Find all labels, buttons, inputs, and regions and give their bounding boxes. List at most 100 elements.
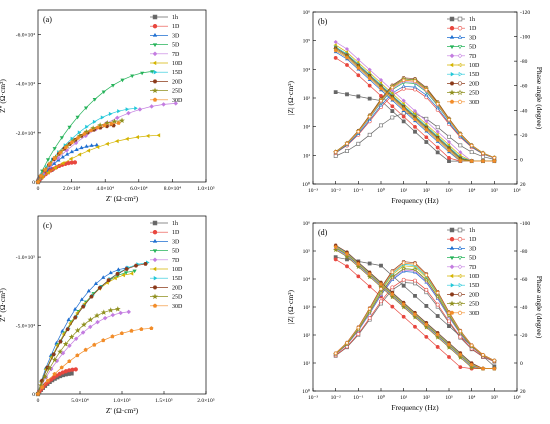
phase-point bbox=[413, 84, 417, 89]
y-tick-label: 10⁴ bbox=[303, 67, 311, 73]
legend-label-25d: 25D bbox=[172, 295, 183, 301]
data-point bbox=[51, 356, 58, 363]
legend-label-5d: 5D bbox=[469, 45, 477, 51]
legend-marker bbox=[449, 245, 455, 250]
y2-tick-label: -80 bbox=[520, 59, 528, 65]
phase-point bbox=[390, 285, 395, 290]
phase-point bbox=[481, 352, 485, 357]
y2-tick-label: -100 bbox=[520, 221, 530, 227]
data-point bbox=[45, 378, 51, 383]
data-point bbox=[89, 143, 94, 147]
impedance-point bbox=[367, 83, 372, 88]
legend-label-3d: 3D bbox=[172, 239, 180, 245]
data-point bbox=[134, 106, 138, 111]
data-point bbox=[101, 90, 106, 95]
phase-point bbox=[356, 331, 361, 336]
data-point bbox=[95, 144, 100, 150]
impedance-point bbox=[345, 264, 349, 269]
impedance-point bbox=[333, 90, 338, 95]
data-point bbox=[66, 317, 71, 322]
phase-point bbox=[447, 117, 451, 122]
phase-point bbox=[345, 149, 349, 153]
legend-marker-hollow bbox=[457, 81, 463, 86]
data-point bbox=[126, 309, 131, 315]
x-tick-label: 10⁴ bbox=[468, 188, 476, 194]
impedance-point bbox=[356, 57, 361, 62]
impedance-point bbox=[412, 108, 418, 113]
legend-label-30d: 30D bbox=[172, 304, 183, 310]
series-line-3d bbox=[37, 267, 127, 395]
y2-tick-label: -40 bbox=[520, 305, 528, 311]
legend-marker bbox=[153, 70, 158, 75]
phase-point bbox=[390, 270, 395, 274]
impedance-point bbox=[447, 155, 451, 160]
impedance-point bbox=[435, 334, 441, 340]
impedance-point bbox=[333, 48, 338, 53]
plot-frame bbox=[312, 222, 518, 392]
legend-label-25d: 25D bbox=[172, 89, 183, 95]
impedance-point bbox=[413, 117, 417, 122]
phase-point bbox=[367, 306, 372, 311]
data-point bbox=[40, 385, 45, 390]
impedance-point bbox=[458, 158, 463, 163]
impedance-point bbox=[356, 261, 361, 266]
y-tick-label: 10² bbox=[303, 125, 311, 131]
impedance-point bbox=[412, 314, 418, 320]
y-tick-label: 10² bbox=[303, 333, 311, 339]
legend-marker-hollow bbox=[457, 99, 463, 104]
x-tick-label: 10⁻³ bbox=[308, 188, 318, 194]
y-axis-label: Z'' (Ω·cm²) bbox=[0, 79, 7, 113]
legend-marker-hollow bbox=[457, 273, 462, 279]
data-point bbox=[135, 135, 139, 140]
data-point bbox=[129, 328, 134, 333]
data-point bbox=[77, 152, 82, 157]
phase-point bbox=[492, 358, 497, 363]
legend-marker-hollow bbox=[457, 45, 463, 50]
legend-label-10d: 10D bbox=[172, 267, 183, 273]
data-point bbox=[116, 267, 121, 271]
data-point bbox=[58, 339, 63, 344]
x-tick-label: 8.0×10⁴ bbox=[164, 186, 181, 192]
legend-marker bbox=[152, 97, 158, 102]
data-point bbox=[105, 141, 109, 146]
impedance-point bbox=[424, 304, 429, 308]
data-point bbox=[73, 336, 79, 342]
legend-label-25d: 25D bbox=[469, 302, 480, 308]
legend-marker bbox=[152, 285, 158, 290]
legend-marker-hollow bbox=[457, 292, 463, 297]
legend-label-1h: 1h bbox=[469, 228, 475, 234]
data-point bbox=[77, 130, 82, 135]
legend-marker bbox=[449, 256, 455, 261]
phase-point bbox=[401, 78, 406, 82]
phase-point bbox=[401, 265, 407, 271]
x-tick-label: 10² bbox=[423, 395, 431, 401]
data-point bbox=[59, 136, 64, 140]
data-point bbox=[87, 324, 93, 330]
impedance-point bbox=[344, 253, 350, 259]
legend-label-3d: 3D bbox=[469, 35, 477, 41]
data-point bbox=[125, 136, 129, 141]
impedance-point bbox=[345, 251, 349, 256]
data-point bbox=[63, 145, 69, 150]
legend-marker-hollow bbox=[457, 310, 463, 315]
impedance-point bbox=[424, 135, 429, 140]
legend-label-5d: 5D bbox=[469, 256, 477, 262]
y-axis-label: |Z| (Ω·cm²) bbox=[286, 81, 295, 115]
legend-label-30d: 30D bbox=[469, 311, 480, 317]
impedance-point bbox=[389, 294, 395, 300]
data-point bbox=[82, 131, 87, 136]
impedance-point bbox=[424, 140, 429, 144]
data-point bbox=[35, 391, 41, 396]
y-tick-label: 0 bbox=[32, 392, 35, 398]
data-point bbox=[73, 315, 78, 320]
data-point bbox=[79, 297, 84, 301]
y2-axis-label: Phase angle (degree) bbox=[535, 276, 544, 339]
data-point bbox=[97, 285, 103, 290]
legend-marker-hollow bbox=[457, 256, 463, 261]
legend-marker bbox=[152, 60, 157, 66]
x-tick-label: 10⁻² bbox=[331, 188, 341, 194]
x-tick-label: 10⁰ bbox=[377, 394, 386, 401]
legend-label-1h: 1h bbox=[469, 17, 475, 23]
phase-point bbox=[401, 261, 406, 265]
phase-point bbox=[413, 278, 417, 283]
